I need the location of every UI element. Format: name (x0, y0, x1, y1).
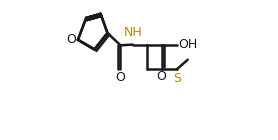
Text: S: S (173, 72, 181, 85)
Text: O: O (116, 71, 125, 84)
Text: NH: NH (123, 26, 142, 39)
Text: O: O (157, 70, 167, 83)
Text: OH: OH (178, 38, 197, 51)
Text: O: O (67, 33, 76, 46)
